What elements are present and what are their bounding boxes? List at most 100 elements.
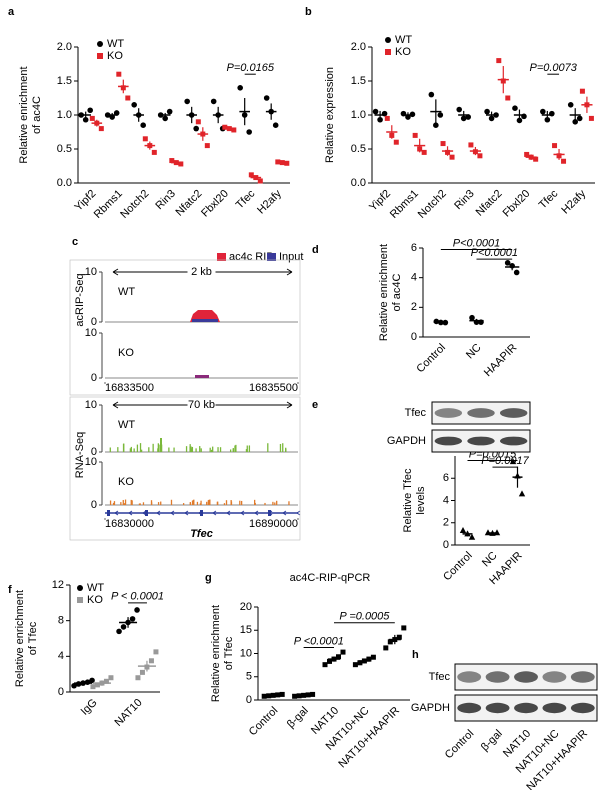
data-point xyxy=(310,691,316,697)
gene-strand xyxy=(254,510,259,516)
blot-band xyxy=(485,702,510,714)
blot-band xyxy=(570,671,595,683)
gene-strand xyxy=(156,510,161,516)
track-name: WT xyxy=(118,286,135,298)
y-tick-label: 1.5 xyxy=(57,75,72,87)
significance-label: P<0.0001 xyxy=(471,247,518,259)
y-tick-label: 20 xyxy=(240,601,252,613)
blot-row-label: Tfec xyxy=(429,671,451,683)
y-tick-label: 6 xyxy=(443,472,449,484)
data-point xyxy=(576,115,583,122)
y-axis-label: Relative enrichment xyxy=(14,590,26,687)
data-point xyxy=(98,126,104,132)
data-point xyxy=(387,639,393,645)
data-point xyxy=(71,682,77,689)
x-tick-label: Fbxl20 xyxy=(501,188,533,220)
y-tick-label: 0 xyxy=(58,686,64,698)
track-name: KO xyxy=(118,476,134,488)
coord-label: 16890000 xyxy=(249,518,298,530)
coord-label: 16830000 xyxy=(105,518,154,530)
data-point xyxy=(412,132,418,138)
data-point xyxy=(579,88,585,94)
legend-label: WT xyxy=(395,34,412,46)
data-point xyxy=(524,151,530,157)
scale-label-bg xyxy=(187,266,216,278)
gene-strand xyxy=(184,510,189,516)
data-point xyxy=(468,533,476,540)
gene-strand xyxy=(114,510,119,516)
data-point xyxy=(135,675,141,681)
gene-strand xyxy=(128,510,133,516)
y-axis-label: of ac4C xyxy=(31,96,43,134)
legend-marker xyxy=(77,585,83,591)
track-name: WT xyxy=(118,419,135,431)
data-point xyxy=(384,115,390,121)
data-point xyxy=(94,682,100,688)
y-tick-label: 2.0 xyxy=(351,41,366,53)
gene-strand xyxy=(212,510,217,516)
track-tick-label: 0 xyxy=(91,446,97,458)
y-axis-label: Relative enrichment xyxy=(210,605,222,702)
coord-label: 16833500 xyxy=(105,382,154,394)
x-tick-label: Control xyxy=(441,550,475,584)
data-point xyxy=(540,108,546,115)
x-tick-label: Rbms1 xyxy=(388,188,421,221)
gene-exon xyxy=(268,510,271,516)
data-point xyxy=(204,143,210,149)
y-tick-label: 0.5 xyxy=(57,143,72,155)
data-point xyxy=(129,616,136,622)
y-tick-label: 12 xyxy=(52,579,64,591)
scale-label: 2 kb xyxy=(191,266,212,278)
data-point xyxy=(437,112,444,118)
data-point xyxy=(340,649,346,655)
data-point xyxy=(588,115,594,121)
y-tick-label: 4 xyxy=(443,494,449,506)
chart-title: ac4C-RIP-qPCR xyxy=(290,572,371,584)
y-tick-label: 8 xyxy=(58,615,64,627)
legend-label: KO xyxy=(107,50,123,62)
blot-band xyxy=(514,671,538,683)
panel-label: c xyxy=(72,236,78,248)
data-point xyxy=(401,625,407,631)
data-point xyxy=(231,127,237,133)
data-point xyxy=(292,693,298,699)
data-point xyxy=(142,136,148,142)
y-axis-label: of Tfec xyxy=(223,636,235,670)
panel-label: a xyxy=(8,6,15,18)
y-tick-label: 0 xyxy=(443,539,449,551)
y-tick-label: 1.0 xyxy=(57,109,72,121)
gene-strand xyxy=(282,510,287,516)
data-point xyxy=(116,71,122,77)
significance-label: P=0.0165 xyxy=(227,62,275,74)
x-tick-label: β-gal xyxy=(285,705,311,731)
blot-band xyxy=(467,408,495,418)
data-point xyxy=(433,122,439,128)
y-tick-label: 0 xyxy=(411,331,417,343)
data-point xyxy=(396,634,402,640)
blot-row-label: GAPDH xyxy=(411,702,450,714)
data-point xyxy=(456,106,463,113)
panel-label: b xyxy=(305,6,312,18)
data-point xyxy=(263,95,270,101)
x-tick-label: IgG xyxy=(79,697,100,718)
data-point xyxy=(90,684,96,690)
legend-label: WT xyxy=(87,582,104,594)
blot-band xyxy=(457,702,482,714)
significance-label: P=0.0073 xyxy=(529,62,577,74)
y-tick-label: 0.5 xyxy=(351,143,366,155)
section-frame xyxy=(69,396,301,541)
gene-strand xyxy=(226,510,231,516)
data-point xyxy=(248,172,254,178)
blot-band xyxy=(457,671,482,683)
blot-band xyxy=(514,702,538,714)
data-point xyxy=(512,105,518,111)
data-point xyxy=(544,116,551,123)
coord-label: 16835500 xyxy=(249,382,298,394)
track-name: KO xyxy=(118,347,134,359)
peak-signal xyxy=(195,375,209,378)
data-point xyxy=(477,153,483,159)
x-tick-label: HAAPIR xyxy=(482,342,519,379)
data-point xyxy=(327,658,332,664)
data-point xyxy=(272,122,279,128)
